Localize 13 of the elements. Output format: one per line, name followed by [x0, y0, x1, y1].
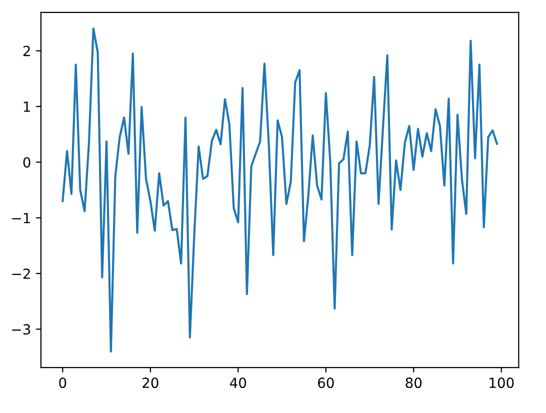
y-tick-label: −1 [12, 212, 30, 224]
line-series [62, 27, 498, 352]
y-tick-label: −3 [12, 324, 30, 335]
x-tick-label: 40 [230, 378, 246, 388]
x-tick-label: 0 [59, 378, 66, 388]
y-tick-label: 0 [23, 157, 30, 168]
x-tick-label: 100 [490, 378, 514, 388]
y-tick-label: 1 [24, 102, 30, 112]
y-tick-label: 2 [23, 46, 30, 56]
x-tick-label: 20 [142, 378, 158, 388]
x-tick-label: 80 [406, 378, 422, 388]
y-tick-label: −2 [12, 268, 30, 279]
x-tick-label: 60 [318, 378, 334, 388]
